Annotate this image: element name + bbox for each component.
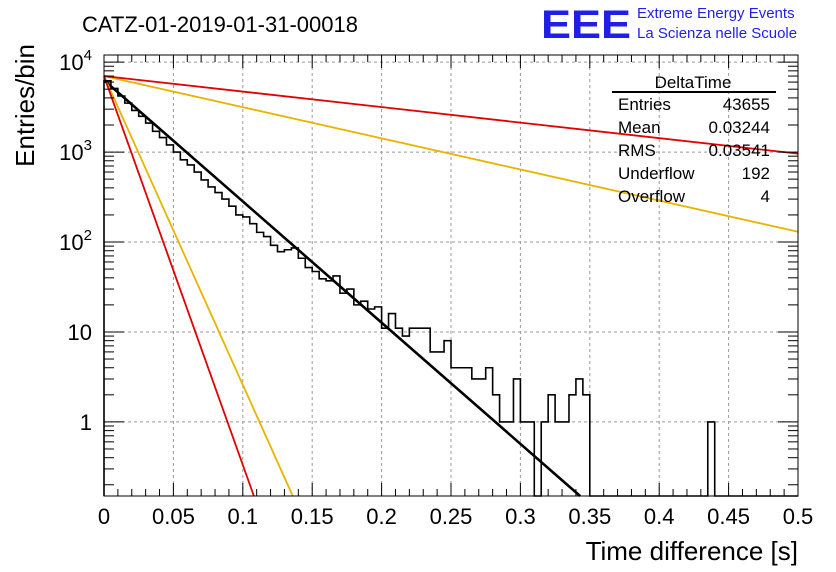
x-tick-label: 0.4 [644, 504, 675, 529]
x-tick-label: 0.2 [366, 504, 397, 529]
eee-logo: EEE Extreme Energy Events La Scienza nel… [541, 3, 797, 47]
axes: 0 0.05 0.1 0.15 0.2 0.25 0.3 0.35 0.4 0.45 0.5 1 10 1… [59, 47, 813, 529]
stats-row-value: 192 [742, 164, 770, 183]
x-tick-label: 0.1 [228, 504, 259, 529]
fit-curves [103, 75, 799, 497]
stats-box: DeltaTime Entries 43655 Mean 0.03244 RMS… [612, 73, 776, 206]
y-tick-label: 102 [59, 227, 92, 255]
fit-line [103, 75, 255, 497]
stats-row-label: Mean [618, 118, 661, 137]
y-axis-label: Entries/bin [10, 44, 40, 167]
stats-row-label: Entries [618, 95, 671, 114]
fit-line [103, 75, 294, 497]
x-tick-label: 0 [98, 504, 110, 529]
grid [104, 55, 798, 496]
x-tick-label: 0.5 [783, 504, 814, 529]
y-tick-label: 10 [68, 320, 92, 345]
stats-row-value: 4 [761, 187, 770, 206]
fit-line [103, 75, 799, 233]
stats-title: DeltaTime [655, 73, 732, 92]
stats-row-value: 43655 [723, 95, 770, 114]
fit-line [103, 79, 581, 497]
logo-line-2: La Scienza nelle Scuole [637, 25, 797, 42]
y-tick-label: 104 [59, 47, 92, 75]
stats-row-value: 0.03541 [709, 141, 770, 160]
x-tick-label: 0.45 [707, 504, 750, 529]
stats-row-label: Underflow [618, 164, 695, 183]
x-tick-label: 0.05 [152, 504, 195, 529]
stats-row-label: RMS [618, 141, 656, 160]
x-tick-label: 0.25 [430, 504, 473, 529]
stats-row-label: Overflow [618, 187, 686, 206]
y-tick-label: 1 [80, 410, 92, 435]
fit-line [103, 75, 799, 155]
run-title: CATZ-01-2019-01-31-00018 [82, 12, 358, 37]
stats-row-value: 0.03244 [709, 118, 770, 137]
x-tick-label: 0.35 [568, 504, 611, 529]
x-tick-label: 0.3 [505, 504, 536, 529]
x-tick-label: 0.15 [291, 504, 334, 529]
y-tick-label: 103 [59, 137, 92, 165]
x-axis-label: Time difference [s] [586, 536, 798, 566]
eee-logo-mark: EEE [541, 3, 631, 47]
logo-line-1: Extreme Energy Events [637, 5, 795, 22]
